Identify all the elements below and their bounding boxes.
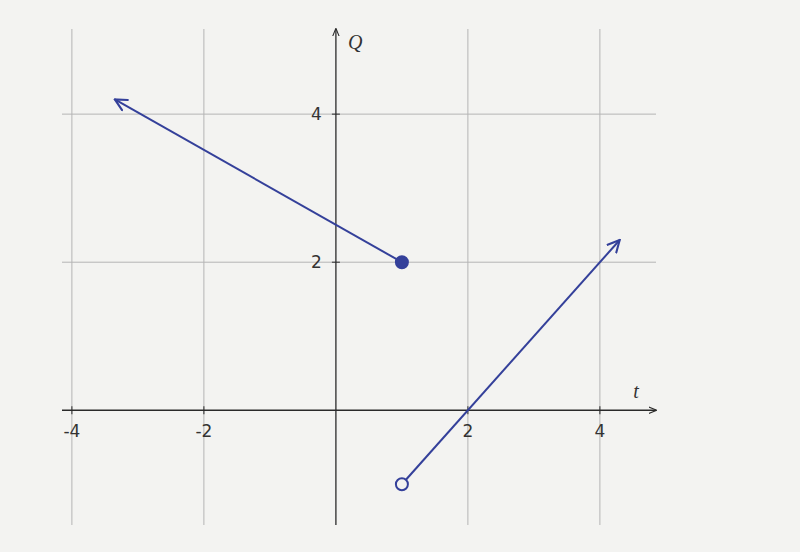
x-tick-label: -2 [195, 421, 212, 441]
y-grid-line [62, 262, 656, 263]
y-tick [332, 262, 340, 263]
closed-endpoint [396, 256, 408, 268]
x-grid-line [599, 29, 600, 525]
y-tick-label: 4 [311, 104, 322, 124]
y-axis [335, 29, 336, 525]
x-axis-label: t [633, 380, 639, 402]
x-tick-label: 2 [462, 421, 473, 441]
x-tick [203, 406, 204, 414]
x-tick [599, 406, 600, 414]
y-tick-label: 2 [311, 252, 322, 272]
y-axis-label: Q [348, 31, 363, 53]
x-tick [71, 406, 72, 414]
x-tick-label: -4 [63, 421, 80, 441]
x-tick-label: 4 [594, 421, 605, 441]
x-grid-line [71, 29, 72, 525]
y-tick [332, 114, 340, 115]
chart: -4 -2 2 4 2 4 t Q [0, 0, 800, 552]
open-endpoint [396, 478, 408, 490]
line [115, 99, 402, 262]
x-grid-line [467, 29, 468, 525]
x-grid-line [203, 29, 204, 525]
plot-area [115, 99, 620, 490]
x-axis [62, 410, 656, 411]
y-grid-line [62, 114, 656, 115]
chart-root: -4 -2 2 4 2 4 t Q [0, 0, 800, 552]
line [402, 240, 620, 484]
grid [62, 29, 656, 525]
